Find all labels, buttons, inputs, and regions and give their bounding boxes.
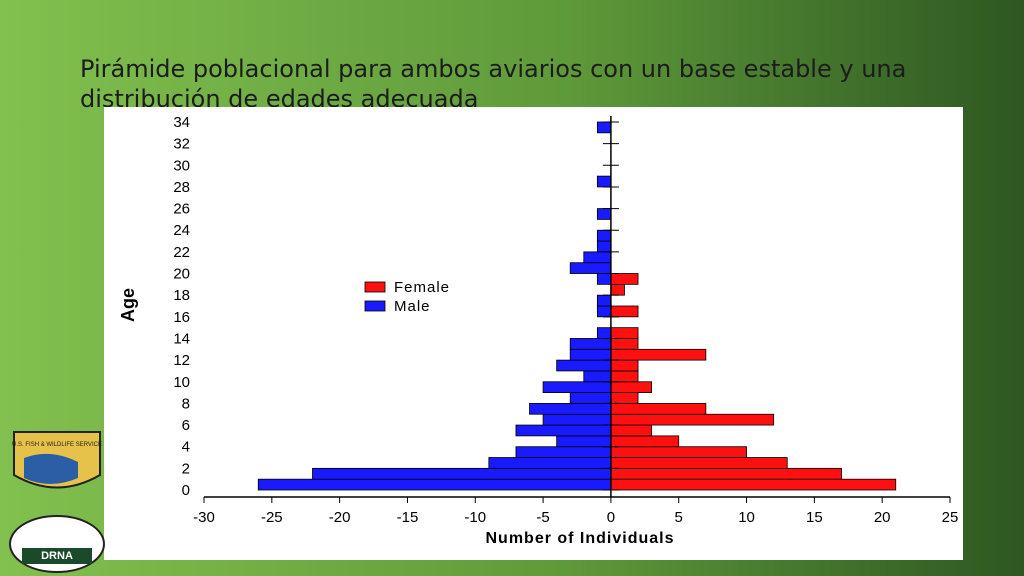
bar	[596, 229, 612, 242]
x-tick-label: -15	[397, 509, 419, 526]
bar	[312, 467, 612, 480]
bar	[515, 424, 612, 437]
x-tick-label: 20	[874, 509, 891, 526]
fws-text: U.S. FISH & WILDLIFE SERVICE	[12, 442, 102, 448]
y-tick-label: 26	[173, 201, 190, 218]
legend-swatch	[364, 281, 386, 293]
y-tick-label: 34	[173, 114, 190, 131]
bar	[610, 457, 788, 469]
x-tick-label: -25	[261, 509, 283, 526]
y-tick-label: 30	[173, 157, 190, 174]
y-tick-label: 28	[173, 179, 190, 196]
drna-logo	[9, 515, 105, 573]
bar	[569, 338, 612, 350]
bar	[610, 446, 747, 458]
bar	[569, 392, 612, 404]
bar	[569, 262, 612, 274]
bar	[596, 240, 612, 253]
bar	[556, 359, 612, 372]
chart-background	[104, 107, 963, 560]
y-tick-label: 14	[173, 330, 190, 347]
fws-logo	[13, 431, 101, 489]
bar	[596, 294, 612, 307]
bar	[583, 251, 612, 264]
y-tick-label: 6	[182, 417, 190, 434]
bar	[596, 175, 612, 188]
bar	[610, 403, 707, 415]
legend-swatch	[364, 300, 386, 312]
x-tick-label: -10	[464, 509, 486, 526]
bar	[610, 338, 639, 350]
bar	[596, 273, 612, 285]
bar	[610, 435, 680, 448]
bar	[596, 208, 612, 220]
bar	[610, 327, 639, 339]
y-tick-label: 32	[173, 136, 190, 153]
x-tick-label: 15	[806, 509, 823, 526]
bar	[610, 413, 775, 426]
x-tick-label: -20	[329, 509, 351, 526]
bar	[610, 392, 639, 404]
bar	[542, 381, 612, 393]
bar	[488, 457, 612, 469]
bar	[556, 435, 612, 448]
y-axis-title: Age	[118, 288, 138, 322]
bar	[610, 370, 639, 383]
drna-text: DRNA	[41, 550, 73, 562]
y-tick-label: 12	[173, 352, 190, 369]
bar	[529, 403, 612, 415]
x-tick-label: 0	[607, 509, 615, 526]
bar	[610, 283, 625, 296]
y-tick-label: 18	[173, 287, 190, 304]
bar	[583, 370, 612, 383]
bar	[257, 478, 612, 491]
legend-label: Female	[394, 279, 450, 296]
x-tick-label: -5	[536, 509, 549, 526]
y-tick-label: 8	[182, 395, 190, 412]
bar	[610, 424, 653, 437]
bar	[596, 121, 612, 134]
legend-label: Male	[394, 298, 431, 315]
bar	[610, 305, 639, 318]
bar	[610, 478, 897, 491]
bar	[610, 348, 707, 361]
x-tick-label: -30	[193, 509, 215, 526]
y-tick-label: 10	[173, 374, 190, 391]
y-tick-label: 4	[182, 439, 190, 456]
y-tick-label: 16	[173, 309, 190, 326]
bar	[610, 467, 842, 480]
bar	[515, 446, 612, 458]
x-tick-label: 25	[942, 509, 959, 526]
y-tick-label: 24	[173, 222, 190, 239]
bar	[596, 327, 612, 339]
y-tick-label: 2	[182, 460, 190, 477]
bar	[569, 348, 612, 361]
bar	[610, 359, 639, 372]
y-tick-label: 20	[173, 266, 190, 283]
x-tick-label: 5	[675, 509, 683, 526]
y-tick-label: 0	[182, 482, 190, 499]
bar	[610, 381, 653, 393]
slide-title: Pirámide poblacional para ambos aviarios…	[80, 55, 907, 113]
bar	[542, 413, 612, 426]
x-tick-label: 10	[738, 509, 755, 526]
y-tick-label: 22	[173, 244, 190, 261]
bar	[596, 305, 612, 318]
bar	[610, 273, 639, 285]
x-axis-title: Number of Individuals	[485, 530, 674, 547]
